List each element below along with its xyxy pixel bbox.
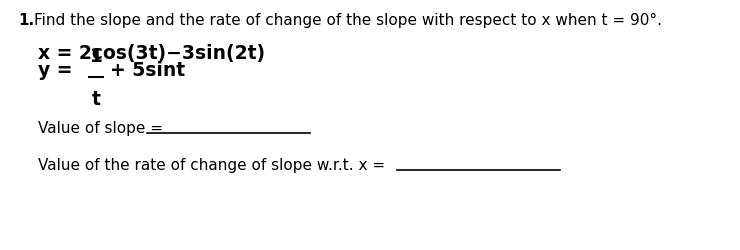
- Text: Value of slope =: Value of slope =: [38, 120, 168, 136]
- Text: Value of the rate of change of slope w.r.t. x =: Value of the rate of change of slope w.r…: [38, 157, 390, 172]
- Text: 1: 1: [90, 47, 102, 66]
- Text: y =: y =: [38, 61, 73, 80]
- Text: Find the slope and the rate of change of the slope with respect to x when t = 90: Find the slope and the rate of change of…: [34, 13, 662, 28]
- Text: + 5sint: + 5sint: [110, 61, 185, 80]
- Text: x = 2cos(3t)−3sin(2t): x = 2cos(3t)−3sin(2t): [38, 44, 265, 63]
- Text: 1.: 1.: [18, 13, 34, 28]
- Text: t: t: [92, 90, 101, 108]
